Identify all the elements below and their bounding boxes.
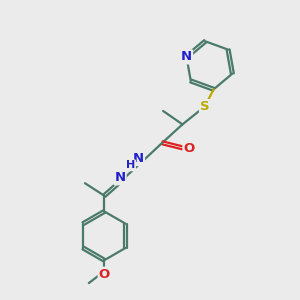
Text: O: O	[99, 268, 110, 281]
Text: H: H	[126, 160, 135, 170]
Text: N: N	[181, 50, 192, 64]
Text: S: S	[200, 100, 210, 113]
Text: N: N	[133, 152, 144, 165]
Text: N: N	[115, 171, 126, 184]
Text: O: O	[183, 142, 195, 154]
